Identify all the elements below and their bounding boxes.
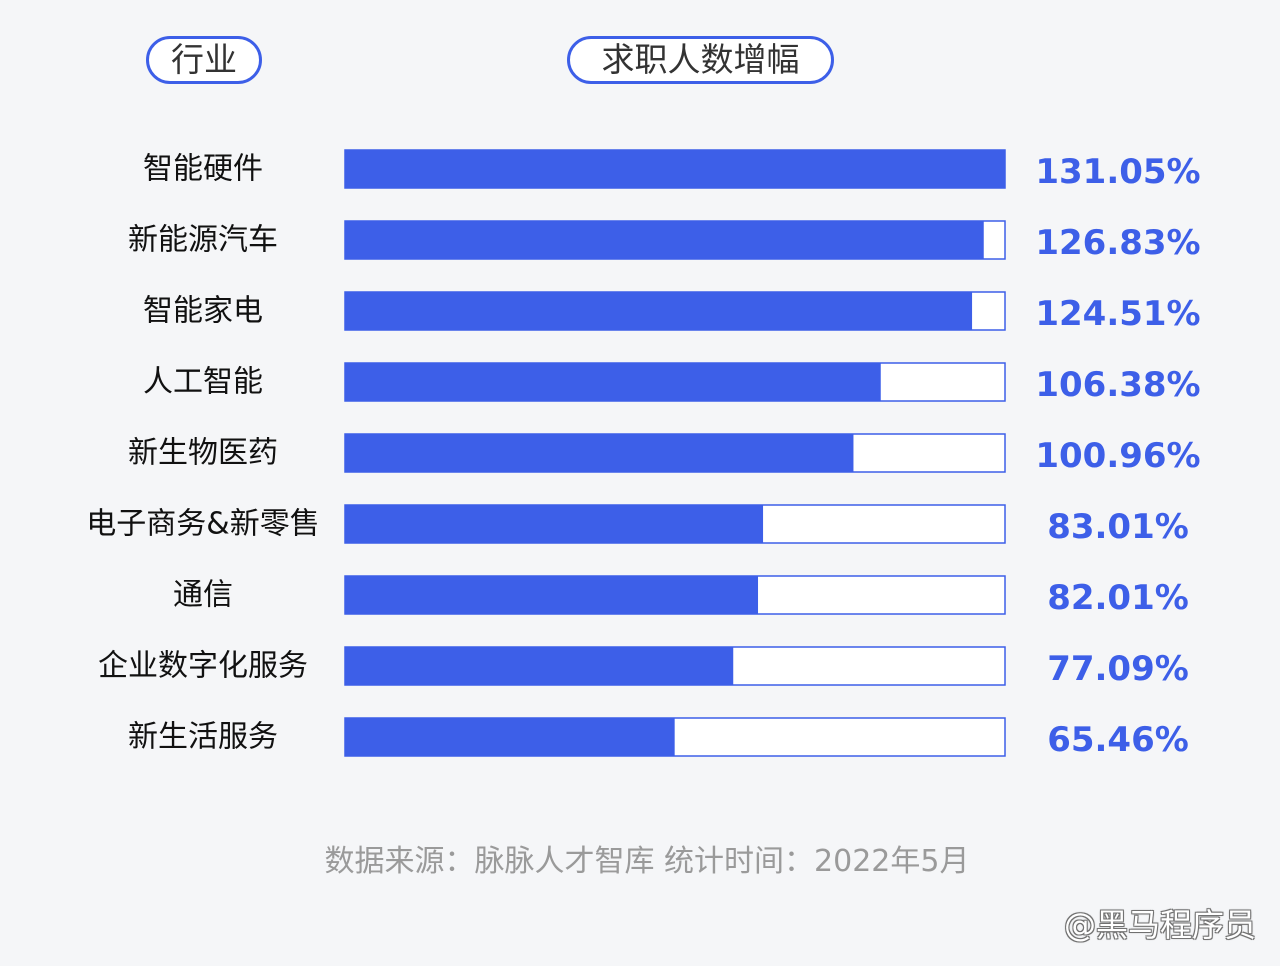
bar bbox=[345, 150, 1005, 188]
bar bbox=[345, 718, 675, 756]
bar bbox=[345, 576, 759, 614]
value-label: 124.51% bbox=[1035, 294, 1200, 334]
industry-header: 行业 bbox=[146, 36, 262, 84]
bar bbox=[345, 292, 973, 330]
category-label: 智能家电 bbox=[143, 294, 263, 329]
category-label: 人工智能 bbox=[143, 365, 263, 400]
category-label: 新生活服务 bbox=[128, 720, 278, 755]
category-label: 新生物医药 bbox=[128, 436, 278, 471]
data-source-note: 数据来源：脉脉人才智库 统计时间：2022年5月 bbox=[324, 844, 970, 879]
watermark: @黑马程序员 bbox=[1063, 906, 1256, 944]
category-label: 企业数字化服务 bbox=[98, 649, 308, 684]
bar bbox=[345, 221, 984, 259]
value-label: 77.09% bbox=[1047, 649, 1189, 689]
value-label: 106.38% bbox=[1035, 365, 1200, 405]
bar-chart: 智能硬件 131.05% 新能源汽车 126.83% 智能家电 124.51% 人工智能 10… bbox=[86, 149, 1201, 760]
value-label: 100.96% bbox=[1035, 436, 1200, 476]
bar bbox=[345, 505, 764, 543]
category-label: 电子商务&新零售 bbox=[86, 507, 319, 542]
value-label: 83.01% bbox=[1047, 507, 1189, 547]
category-label: 通信 bbox=[173, 578, 233, 613]
value-label: 82.01% bbox=[1047, 578, 1189, 618]
bar bbox=[345, 363, 881, 401]
value-label: 126.83% bbox=[1035, 223, 1200, 263]
value-label: 131.05% bbox=[1035, 152, 1200, 192]
value-label: 65.46% bbox=[1047, 720, 1189, 760]
bar bbox=[345, 647, 734, 685]
bar bbox=[345, 434, 854, 472]
growth-header: 求职人数增幅 bbox=[567, 36, 834, 84]
category-label: 智能硬件 bbox=[143, 152, 263, 187]
category-label: 新能源汽车 bbox=[128, 223, 278, 258]
